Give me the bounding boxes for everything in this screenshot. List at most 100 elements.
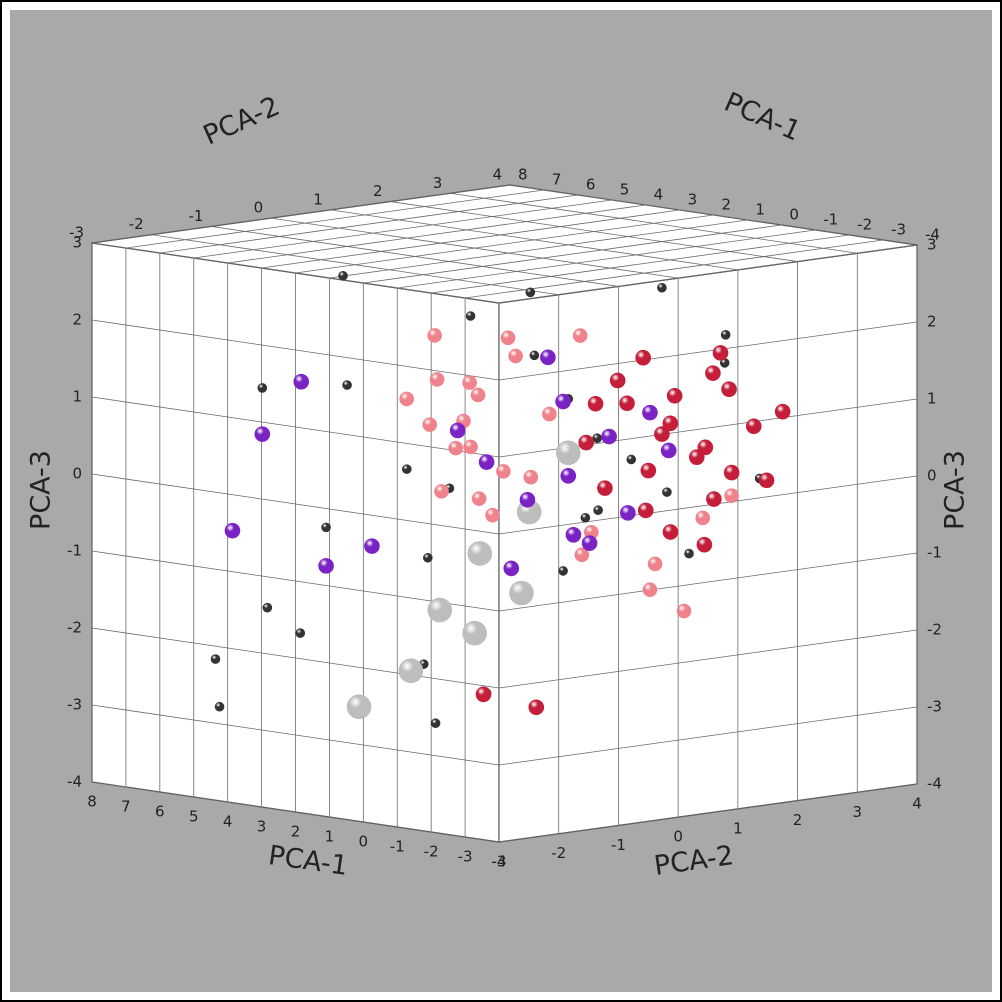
point <box>626 454 637 465</box>
point <box>422 417 438 432</box>
tick-label: -3 <box>492 853 507 871</box>
point <box>724 488 739 504</box>
point <box>642 404 658 421</box>
tick-label: 3 <box>433 174 443 192</box>
z-axis-title: PCA-3 <box>26 450 57 530</box>
point <box>254 426 271 442</box>
point <box>463 439 478 455</box>
grid-line <box>159 194 578 254</box>
tick-label: -2 <box>67 619 82 637</box>
point <box>581 535 598 551</box>
faces <box>91 184 918 843</box>
grid-line <box>397 229 816 289</box>
point <box>402 464 412 474</box>
point <box>684 548 694 559</box>
tick-label: -2 <box>424 843 439 861</box>
grid-line <box>498 783 918 843</box>
tick-label: 0 <box>72 465 82 483</box>
tick-label: -3 <box>67 696 82 714</box>
point <box>540 349 556 366</box>
grid-line <box>193 199 612 259</box>
tick-label: -2 <box>857 216 872 234</box>
grid-line <box>91 781 500 843</box>
tick-label: -1 <box>611 836 626 854</box>
point <box>364 538 380 554</box>
point <box>592 433 602 444</box>
point <box>609 372 626 389</box>
tick-label: 1 <box>325 828 335 846</box>
tick-label: 0 <box>359 833 369 851</box>
grid-line <box>91 704 500 766</box>
tick-label: 5 <box>189 808 199 826</box>
tick-label: 1 <box>733 819 743 837</box>
grid-line <box>91 627 500 689</box>
points <box>210 270 791 729</box>
point <box>430 718 441 729</box>
tick-label: 0 <box>254 199 264 217</box>
grid-line <box>498 244 918 304</box>
point <box>774 403 791 420</box>
grid-line <box>363 224 782 284</box>
tick-label: 4 <box>912 795 922 813</box>
point <box>398 658 424 684</box>
tick-label: -3 <box>891 221 906 239</box>
tick-label: -4 <box>925 226 940 244</box>
ticks: -4-4-3-3-2-2-1-1001122334455667788-3-3-2… <box>67 166 942 871</box>
grid-line <box>227 204 646 264</box>
point <box>676 603 692 619</box>
point <box>597 480 613 496</box>
chart: -4-4-3-3-2-2-1-1001122334455667788-3-3-2… <box>10 10 992 992</box>
grid-line <box>509 184 918 246</box>
point <box>262 602 273 613</box>
point <box>640 462 657 479</box>
point <box>578 434 594 451</box>
tick-label: -4 <box>927 775 942 793</box>
point <box>470 387 486 403</box>
point <box>542 406 557 422</box>
point <box>449 422 466 439</box>
point <box>210 654 221 664</box>
tick-label: 8 <box>87 793 97 811</box>
point <box>528 699 545 716</box>
z-axis-title-right: PCA-3 <box>940 450 971 530</box>
tick-label: 4 <box>492 166 502 184</box>
point <box>529 350 540 361</box>
point <box>423 552 433 563</box>
grid <box>91 184 918 843</box>
tick-label: -1 <box>390 838 405 856</box>
point <box>723 464 740 481</box>
tick-label: -2 <box>927 621 942 639</box>
point <box>427 597 453 623</box>
tick-label: 3 <box>688 191 698 209</box>
tick-label: 2 <box>793 811 803 829</box>
tick-label: 2 <box>72 311 82 329</box>
point <box>619 395 635 412</box>
tick-label: 2 <box>927 313 937 331</box>
grid-line <box>261 209 680 269</box>
tick-label: 7 <box>121 798 131 816</box>
point <box>657 282 667 293</box>
tick-label: 1 <box>313 190 323 208</box>
point <box>321 522 331 533</box>
point <box>338 270 348 281</box>
tick-label: 7 <box>552 171 562 189</box>
tick-label: -1 <box>188 207 203 225</box>
point <box>429 372 445 387</box>
tick-label: -2 <box>551 844 566 862</box>
point <box>720 330 731 340</box>
point <box>706 491 722 507</box>
point <box>745 418 762 435</box>
point <box>346 694 372 720</box>
tick-label: 0 <box>789 206 799 224</box>
tick-label: 0 <box>673 828 683 846</box>
tick-label: 1 <box>72 388 82 406</box>
point <box>695 510 711 526</box>
point <box>662 415 679 432</box>
tick-label: 2 <box>373 182 383 200</box>
tick-label: -1 <box>823 211 838 229</box>
point <box>214 701 225 712</box>
grid-line <box>91 242 500 304</box>
grid-line <box>498 706 918 766</box>
point <box>666 387 683 404</box>
point <box>465 311 476 321</box>
